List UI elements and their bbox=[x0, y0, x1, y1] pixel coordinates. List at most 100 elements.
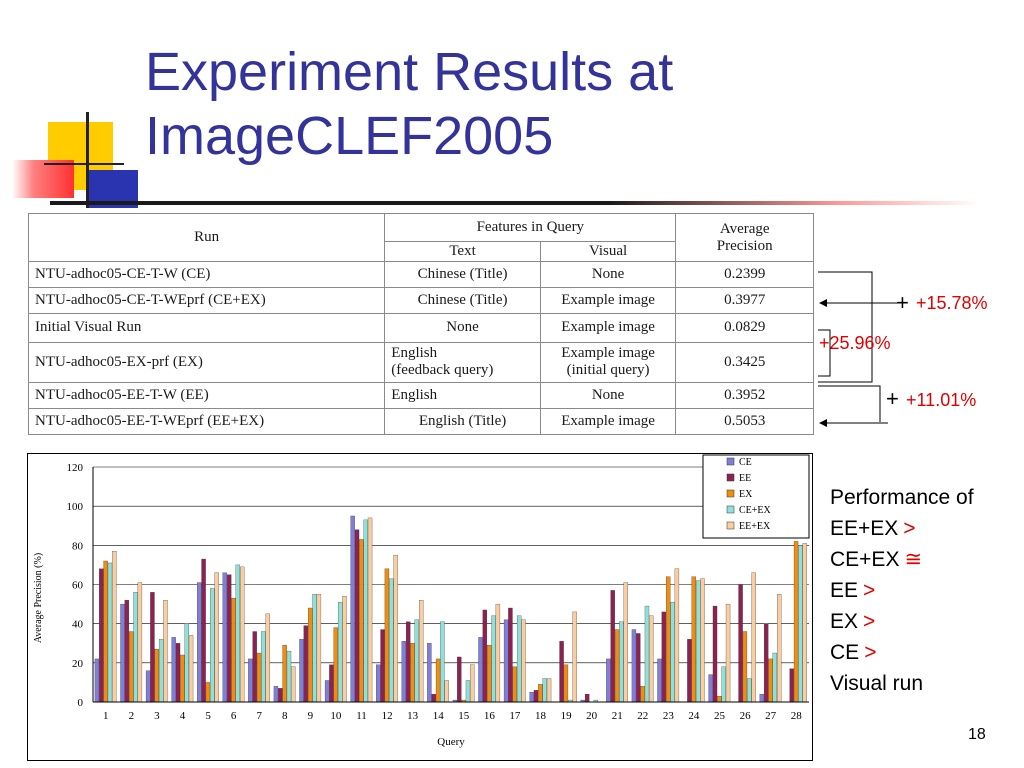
bar-ex-q6 bbox=[231, 598, 236, 703]
bar-ee-ex-q10 bbox=[342, 596, 347, 703]
x-tick-label: 6 bbox=[231, 710, 237, 722]
bar-ee-ex-q12 bbox=[393, 554, 398, 703]
x-tick-label: 24 bbox=[688, 710, 700, 722]
x-tick-label: 17 bbox=[509, 710, 521, 722]
bar-ee-q18 bbox=[533, 690, 539, 703]
bar-ce-ex-q4 bbox=[184, 623, 189, 703]
bar-ex-q12 bbox=[384, 568, 390, 703]
bar-ee-q28 bbox=[789, 668, 794, 703]
bar-ee-q19 bbox=[559, 641, 564, 703]
bar-ce-ex-q3 bbox=[158, 639, 164, 703]
gain-visual-label: +25.96% bbox=[819, 333, 891, 353]
bar-ee-q24 bbox=[687, 639, 692, 703]
performance-line: EE > bbox=[830, 579, 876, 602]
results-table: Run Features in Query Average Precision T… bbox=[27, 212, 814, 436]
bar-ce-q1 bbox=[94, 658, 100, 703]
bar-ce-ex-q21 bbox=[619, 621, 624, 703]
bar-ex-q2 bbox=[129, 631, 134, 703]
performance-heading: Performance of bbox=[830, 486, 974, 509]
bar-ex-q8 bbox=[282, 645, 287, 703]
x-tick-label: 19 bbox=[561, 710, 573, 722]
table-row: NTU-adhoc05-CE-T-W (CE) Chinese (Title) … bbox=[27, 261, 814, 289]
bar-ex-q1 bbox=[103, 560, 108, 703]
bar-ee-ex-q16 bbox=[495, 603, 501, 703]
legend-swatch bbox=[726, 489, 735, 498]
bar-ex-q11 bbox=[359, 539, 364, 703]
legend-label: EX bbox=[739, 489, 753, 500]
bar-ee-ex-q28 bbox=[802, 543, 807, 703]
gain-ce-label: +15.78% bbox=[916, 293, 988, 313]
bar-ee-ex-q23 bbox=[674, 568, 680, 703]
bar-ee-q6 bbox=[226, 574, 232, 703]
x-tick-label: 11 bbox=[356, 710, 367, 722]
x-tick-label: 7 bbox=[256, 710, 262, 722]
bar-ex-q13 bbox=[410, 643, 415, 703]
header-visual: Visual bbox=[539, 241, 677, 263]
visual-feature: Example image bbox=[539, 407, 677, 436]
text-feature: English (feedback query) bbox=[384, 341, 541, 383]
bar-ee-ex-q6 bbox=[240, 566, 245, 703]
bar-ex-q24 bbox=[691, 576, 696, 703]
bar-ex-q5 bbox=[205, 682, 211, 703]
text-feature: English (Title) bbox=[384, 407, 541, 436]
bar-ee-ex-q1 bbox=[112, 551, 117, 703]
bar-ee-ex-q5 bbox=[214, 572, 219, 703]
bar-ex-q18 bbox=[538, 684, 543, 703]
bar-ee-q3 bbox=[150, 592, 155, 703]
bar-ce-q18 bbox=[529, 692, 534, 703]
title-divider bbox=[50, 201, 980, 205]
slide-title-line2: ImageCLEF2005 bbox=[145, 106, 554, 166]
bar-ce-ex-q7 bbox=[261, 631, 266, 703]
bar-ce-ex-q17 bbox=[516, 615, 522, 703]
bar-ex-q9 bbox=[308, 607, 313, 703]
bar-ce-q4 bbox=[171, 637, 176, 703]
x-tick-label: 26 bbox=[740, 710, 752, 722]
visual-feature: None bbox=[539, 261, 677, 289]
x-tick-label: 20 bbox=[586, 710, 598, 722]
bar-ee-q4 bbox=[175, 643, 181, 703]
bar-ex-q17 bbox=[512, 666, 517, 703]
legend-swatch bbox=[726, 473, 735, 482]
x-tick-label: 21 bbox=[612, 710, 623, 722]
bar-ee-ex-q11 bbox=[367, 517, 373, 703]
y-tick-label: 60 bbox=[72, 580, 84, 592]
y-tick-label: 0 bbox=[78, 697, 84, 709]
bar-ee-ex-q3 bbox=[163, 600, 168, 703]
bar-ee-q14 bbox=[431, 694, 436, 703]
bar-ee-ex-q2 bbox=[137, 582, 143, 703]
bar-ce-q6 bbox=[222, 572, 227, 703]
bar-ce-q13 bbox=[401, 641, 406, 703]
bar-ce-ex-q9 bbox=[312, 594, 317, 703]
average-precision: 0.0829 bbox=[675, 313, 814, 343]
decor-vertical-line bbox=[86, 112, 89, 208]
bar-ce-q10 bbox=[324, 680, 330, 703]
gain-connectors bbox=[818, 271, 900, 427]
bar-ce-ex-q15 bbox=[465, 680, 471, 703]
bar-ce-q17 bbox=[503, 619, 509, 703]
bar-ee-q21 bbox=[610, 590, 615, 703]
x-tick-label: 14 bbox=[433, 710, 445, 722]
bar-ce-q12 bbox=[376, 664, 381, 703]
bar-ce-ex-q18 bbox=[542, 678, 547, 703]
bar-ex-q22 bbox=[640, 686, 645, 703]
bar-ce-ex-q24 bbox=[695, 580, 701, 703]
bar-ce-ex-q28 bbox=[798, 545, 803, 703]
slide-title-line1: Experiment Results at bbox=[145, 42, 674, 102]
run-name: NTU-adhoc05-CE-T-WEprf (CE+EX) bbox=[27, 287, 386, 315]
bar-ex-q28 bbox=[793, 541, 799, 703]
header-features: Features in Query bbox=[384, 212, 677, 243]
x-tick-label: 3 bbox=[154, 710, 160, 722]
run-name: NTU-adhoc05-EX-prf (EX) bbox=[27, 341, 386, 383]
text-feature: English bbox=[384, 381, 541, 409]
bar-ex-q3 bbox=[154, 648, 159, 703]
bar-ex-q14 bbox=[435, 658, 441, 703]
x-tick-label: 16 bbox=[484, 710, 496, 722]
x-tick-label: 9 bbox=[308, 710, 314, 722]
bar-ee-ex-q13 bbox=[419, 600, 424, 703]
legend-swatch bbox=[726, 457, 735, 466]
legend-label: EE+EX bbox=[739, 521, 771, 532]
text-feature: Chinese (Title) bbox=[384, 261, 541, 289]
bar-ce-ex-q22 bbox=[644, 605, 650, 703]
table-row: NTU-adhoc05-CE-T-WEprf (CE+EX) Chinese (… bbox=[27, 287, 814, 315]
bar-ex-q21 bbox=[614, 629, 620, 703]
